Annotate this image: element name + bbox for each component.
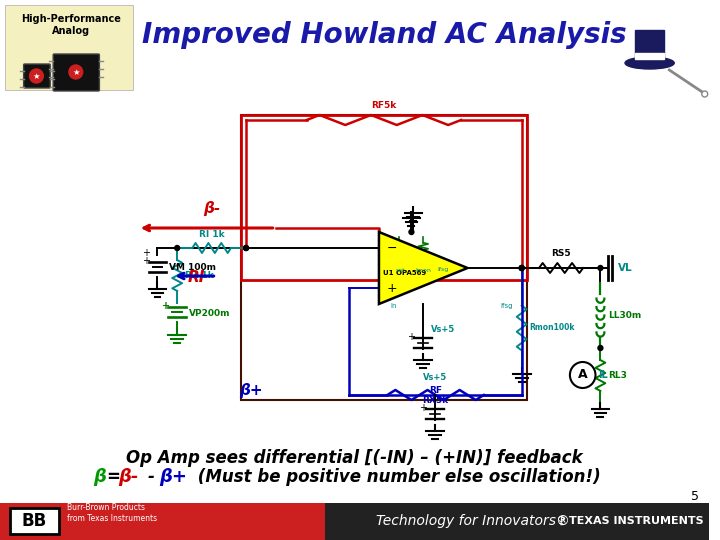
- Text: Vs+5: Vs+5: [423, 373, 447, 381]
- Text: set: set: [396, 267, 405, 273]
- Text: ♀ TEXAS INSTRUMENTS: ♀ TEXAS INSTRUMENTS: [557, 516, 703, 526]
- FancyBboxPatch shape: [325, 503, 708, 540]
- Text: ★: ★: [32, 71, 40, 80]
- Text: RS5: RS5: [552, 249, 571, 258]
- Text: RI: RI: [188, 271, 205, 286]
- Text: +: +: [387, 281, 397, 294]
- Circle shape: [175, 246, 179, 251]
- Text: RF5k: RF5k: [372, 101, 397, 110]
- Text: β+: β+: [239, 382, 263, 397]
- Text: β: β: [94, 468, 107, 486]
- Text: +: +: [142, 256, 150, 266]
- Text: High-Performance
Analog: High-Performance Analog: [21, 14, 121, 36]
- Text: +: +: [142, 248, 150, 258]
- Circle shape: [243, 246, 248, 251]
- Text: +: +: [161, 301, 169, 311]
- Text: 5: 5: [691, 490, 699, 503]
- FancyBboxPatch shape: [0, 503, 325, 540]
- Circle shape: [30, 69, 43, 83]
- Text: Improved Howland AC Analysis: Improved Howland AC Analysis: [142, 21, 626, 49]
- FancyBboxPatch shape: [635, 53, 665, 59]
- Text: BB: BB: [22, 512, 47, 530]
- Circle shape: [519, 266, 524, 271]
- Text: LL30m: LL30m: [608, 311, 642, 320]
- Text: Technology for Innovators®: Technology for Innovators®: [376, 514, 570, 528]
- Text: RL3: RL3: [608, 371, 627, 380]
- FancyBboxPatch shape: [10, 508, 59, 534]
- Text: A: A: [578, 368, 588, 381]
- Text: Ifsg: Ifsg: [437, 267, 449, 273]
- Text: VM 100m: VM 100m: [169, 264, 216, 273]
- Text: Burr-Brown Products
from Texas Instruments: Burr-Brown Products from Texas Instrumen…: [67, 503, 157, 523]
- Ellipse shape: [625, 57, 674, 69]
- Text: +: +: [161, 301, 169, 311]
- Circle shape: [69, 65, 83, 79]
- FancyBboxPatch shape: [635, 30, 665, 63]
- Text: Rmon100k: Rmon100k: [529, 323, 575, 333]
- Circle shape: [702, 91, 708, 97]
- Text: ★: ★: [72, 68, 79, 77]
- Circle shape: [519, 266, 524, 271]
- Text: −: −: [387, 241, 397, 254]
- Text: VL: VL: [618, 263, 633, 273]
- FancyBboxPatch shape: [5, 5, 133, 90]
- Text: +: +: [419, 403, 427, 413]
- Circle shape: [409, 230, 414, 234]
- Text: In: In: [390, 303, 397, 309]
- FancyBboxPatch shape: [53, 54, 99, 91]
- Text: Op Amp sees differential [(-IN) – (+IN)] feedback: Op Amp sees differential [(-IN) – (+IN)]…: [126, 449, 582, 467]
- Text: RI 1k: RI 1k: [199, 230, 225, 239]
- Text: RZ 1k: RZ 1k: [185, 271, 214, 280]
- Text: VP200m: VP200m: [189, 308, 230, 318]
- Text: =: =: [107, 468, 120, 486]
- Circle shape: [243, 246, 248, 251]
- Circle shape: [598, 346, 603, 350]
- Circle shape: [519, 266, 524, 271]
- Text: U1 OPA569: U1 OPA569: [383, 270, 426, 276]
- Text: β+: β+: [159, 468, 187, 486]
- Text: +: +: [408, 332, 415, 342]
- Text: RF
RX5k: RF RX5k: [423, 386, 449, 405]
- FancyBboxPatch shape: [24, 64, 50, 88]
- Text: β-: β-: [203, 200, 220, 215]
- Circle shape: [570, 362, 595, 388]
- Text: -: -: [148, 468, 155, 486]
- Text: IL: IL: [598, 370, 608, 380]
- Polygon shape: [379, 232, 467, 304]
- Text: Ifsg: Ifsg: [500, 303, 513, 309]
- Text: β-: β-: [118, 468, 138, 486]
- Text: Vs+5: Vs+5: [431, 325, 455, 334]
- Text: (Must be positive number else oscillation!): (Must be positive number else oscillatio…: [192, 468, 600, 486]
- Text: Imon: Imon: [415, 267, 431, 273]
- Circle shape: [598, 266, 603, 271]
